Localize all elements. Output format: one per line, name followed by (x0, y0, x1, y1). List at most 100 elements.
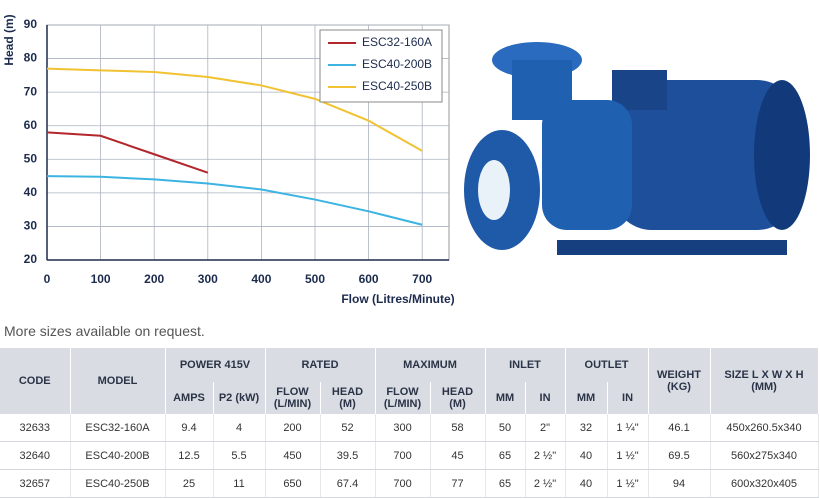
chart: Head (m) Flow (Litres/Minute) 20 30 40 50 60… (2, 14, 454, 306)
table-cell: 45 (430, 441, 486, 470)
table-cell: 450 (265, 441, 321, 470)
table-cell: 1 ½" (607, 441, 649, 470)
legend-label: ESC40-250B (362, 79, 432, 93)
table-cell: 69.5 (648, 441, 711, 470)
header-cell: POWER 415V (165, 348, 266, 382)
table-cell: 32 (565, 414, 608, 442)
header-cell: INLET (485, 348, 566, 382)
table-cell: 12.5 (165, 441, 214, 470)
table-cell: 58 (430, 414, 486, 442)
y-tick-label: 50 (24, 151, 38, 165)
table-cell: 32633 (0, 414, 71, 442)
subheader-cell: IN (607, 382, 649, 414)
table-cell: 65 (485, 441, 526, 470)
header-cell: WEIGHT (KG) (648, 348, 711, 414)
y-tick-label: 30 (24, 219, 38, 233)
y-tick-label: 70 (24, 84, 38, 98)
pump-image (464, 42, 810, 255)
table-cell: 1 ½" (607, 469, 649, 498)
y-tick-label: 40 (24, 185, 38, 199)
subheader-cell: FLOW (L/MIN) (375, 382, 431, 414)
table-cell: 77 (430, 469, 486, 498)
motor-end (754, 80, 810, 230)
table-cell: 1 ¼" (607, 414, 649, 442)
header-cell: RATED (265, 348, 376, 382)
table-cell: 700 (375, 469, 431, 498)
table-cell: 50 (485, 414, 526, 442)
y-tick-label: 80 (24, 51, 38, 65)
y-tick-label: 60 (24, 118, 38, 132)
table-cell: 600x320x405 (710, 469, 819, 498)
table-cell: 5.5 (213, 441, 266, 470)
table-cell: 94 (648, 469, 711, 498)
table-cell: ESC40-250B (70, 469, 166, 498)
table-row: 32633 ESC32-160A 9.4 4 200 52 300 58 50 2" 32 1 ¼" 4… (0, 414, 819, 442)
table-cell: 32640 (0, 441, 71, 470)
series-line (46, 67, 423, 152)
legend-label: ESC40-200B (362, 57, 432, 71)
header-cell: CODE (0, 348, 71, 414)
table-cell: 67.4 (320, 469, 376, 498)
table-cell: 560x275x340 (710, 441, 819, 470)
volute (512, 60, 572, 120)
series-line (46, 131, 209, 174)
y-axis-label: Head (m) (2, 14, 16, 65)
header-cell: SIZE L X W X H (MM) (710, 348, 819, 414)
table-cell: 40 (565, 469, 608, 498)
header-cell: MODEL (70, 348, 166, 414)
table-cell: 300 (375, 414, 431, 442)
subheader-cell: MM (485, 382, 526, 414)
table-cell: 2" (525, 414, 566, 442)
y-tick-label: 90 (24, 17, 38, 31)
x-tick-label: 600 (359, 272, 379, 286)
x-axis-label: Flow (Litres/Minute) (341, 292, 454, 306)
x-tick-label: 300 (198, 272, 218, 286)
terminal-box (612, 70, 667, 110)
table-cell: 11 (213, 469, 266, 498)
table-cell: 4 (213, 414, 266, 442)
base (557, 240, 787, 255)
subheader-cell: MM (565, 382, 608, 414)
x-tick-label: 700 (412, 272, 432, 286)
table-cell: 52 (320, 414, 376, 442)
table-cell: 39.5 (320, 441, 376, 470)
table-row: 32657 ESC40-250B 25 11 650 67.4 700 77 65 2 ½" 40 1… (0, 469, 819, 498)
subheader-cell: FLOW (L/MIN) (265, 382, 321, 414)
header-cell: OUTLET (565, 348, 649, 382)
series-line (46, 175, 423, 226)
table-cell: 40 (565, 441, 608, 470)
x-tick-label: 200 (144, 272, 164, 286)
table-cell: 650 (265, 469, 321, 498)
table-cell: 32657 (0, 469, 71, 498)
legend-label: ESC32-160A (362, 35, 432, 49)
header-cell: MAXIMUM (375, 348, 486, 382)
table-cell: 25 (165, 469, 214, 498)
x-tick-label: 400 (251, 272, 271, 286)
x-tick-label: 100 (91, 272, 111, 286)
table-cell: 200 (265, 414, 321, 442)
table-cell: ESC32-160A (70, 414, 166, 442)
y-tick-label: 20 (24, 252, 38, 266)
pump-body (542, 100, 632, 230)
table-cell: 450x260.5x340 (710, 414, 819, 442)
table-cell: 65 (485, 469, 526, 498)
table-cell: 700 (375, 441, 431, 470)
x-tick-label: 500 (305, 272, 325, 286)
subheader-cell: P2 (kW) (213, 382, 266, 414)
table-cell: 46.1 (648, 414, 711, 442)
note: More sizes available on request. (4, 323, 205, 339)
table-cell: 2 ½" (525, 441, 566, 470)
table-cell: 9.4 (165, 414, 214, 442)
spec-table: CODE MODEL POWER 415V RATED MAXIMUM INLE… (0, 348, 819, 498)
table-cell: ESC40-200B (70, 441, 166, 470)
inlet-port (478, 160, 510, 220)
subheader-cell: HEAD (M) (430, 382, 486, 414)
motor (612, 80, 797, 230)
subheader-cell: IN (525, 382, 566, 414)
subheader-cell: AMPS (165, 382, 214, 414)
subheader-cell: HEAD (M) (320, 382, 376, 414)
table-row: 32640 ESC40-200B 12.5 5.5 450 39.5 700 45 65 2 ½"… (0, 441, 819, 470)
x-tick-label: 0 (44, 272, 51, 286)
table-cell: 2 ½" (525, 469, 566, 498)
